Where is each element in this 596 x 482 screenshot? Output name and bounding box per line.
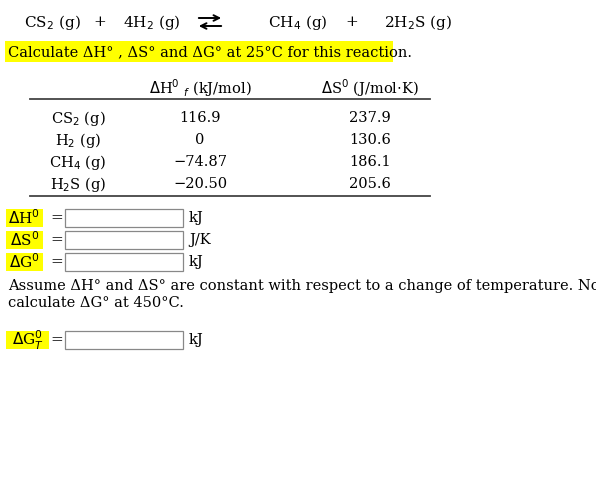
Text: CS$_2$ (g): CS$_2$ (g) <box>51 108 105 128</box>
Text: 0: 0 <box>195 133 204 147</box>
Text: 4H$_2$ (g): 4H$_2$ (g) <box>123 13 181 31</box>
Text: kJ: kJ <box>189 211 204 225</box>
Text: =: = <box>51 233 63 247</box>
Text: 130.6: 130.6 <box>349 133 391 147</box>
Text: $\Delta$S$^0$: $\Delta$S$^0$ <box>10 231 39 249</box>
FancyBboxPatch shape <box>6 253 43 271</box>
Text: 237.9: 237.9 <box>349 111 391 125</box>
FancyBboxPatch shape <box>6 331 49 349</box>
Text: =: = <box>51 211 63 225</box>
Text: $\Delta$G$^0$: $\Delta$G$^0$ <box>9 253 40 271</box>
Text: −20.50: −20.50 <box>173 177 227 191</box>
Text: kJ: kJ <box>189 255 204 269</box>
FancyBboxPatch shape <box>65 231 183 249</box>
FancyBboxPatch shape <box>65 331 183 349</box>
Text: 2H$_2$S (g): 2H$_2$S (g) <box>384 13 452 31</box>
Text: +: + <box>94 15 106 29</box>
Text: $\Delta$H$^0$ $_{f}$ (kJ/mol): $\Delta$H$^0$ $_{f}$ (kJ/mol) <box>148 77 252 99</box>
Text: $\Delta$H$^0$: $\Delta$H$^0$ <box>8 209 41 228</box>
Text: 205.6: 205.6 <box>349 177 391 191</box>
Text: $\Delta$S$^0$ (J/mol$\cdot$K): $\Delta$S$^0$ (J/mol$\cdot$K) <box>321 77 419 99</box>
Text: CH$_4$ (g): CH$_4$ (g) <box>268 13 328 31</box>
Text: J/K: J/K <box>189 233 211 247</box>
Text: calculate ΔG° at 450°C.: calculate ΔG° at 450°C. <box>8 296 184 310</box>
Text: −74.87: −74.87 <box>173 155 227 169</box>
FancyBboxPatch shape <box>65 253 183 271</box>
Text: 116.9: 116.9 <box>179 111 221 125</box>
FancyBboxPatch shape <box>6 231 43 249</box>
Text: =: = <box>51 255 63 269</box>
Text: +: + <box>346 15 358 29</box>
Text: 186.1: 186.1 <box>349 155 391 169</box>
Text: Assume ΔH° and ΔS° are constant with respect to a change of temperature. Now: Assume ΔH° and ΔS° are constant with res… <box>8 279 596 293</box>
Text: CH$_4$ (g): CH$_4$ (g) <box>49 152 107 172</box>
Text: Calculate ΔH° , ΔS° and ΔG° at 25°C for this reaction.: Calculate ΔH° , ΔS° and ΔG° at 25°C for … <box>8 45 412 59</box>
Text: H$_2$ (g): H$_2$ (g) <box>55 131 101 149</box>
Text: =: = <box>51 333 63 347</box>
Text: $\Delta$G$^0_T$: $\Delta$G$^0_T$ <box>11 328 44 351</box>
Text: CS$_2$ (g): CS$_2$ (g) <box>24 13 80 31</box>
FancyBboxPatch shape <box>6 209 43 227</box>
FancyBboxPatch shape <box>65 209 183 227</box>
Text: H$_2$S (g): H$_2$S (g) <box>50 174 106 193</box>
Text: kJ: kJ <box>189 333 204 347</box>
FancyBboxPatch shape <box>5 41 393 62</box>
